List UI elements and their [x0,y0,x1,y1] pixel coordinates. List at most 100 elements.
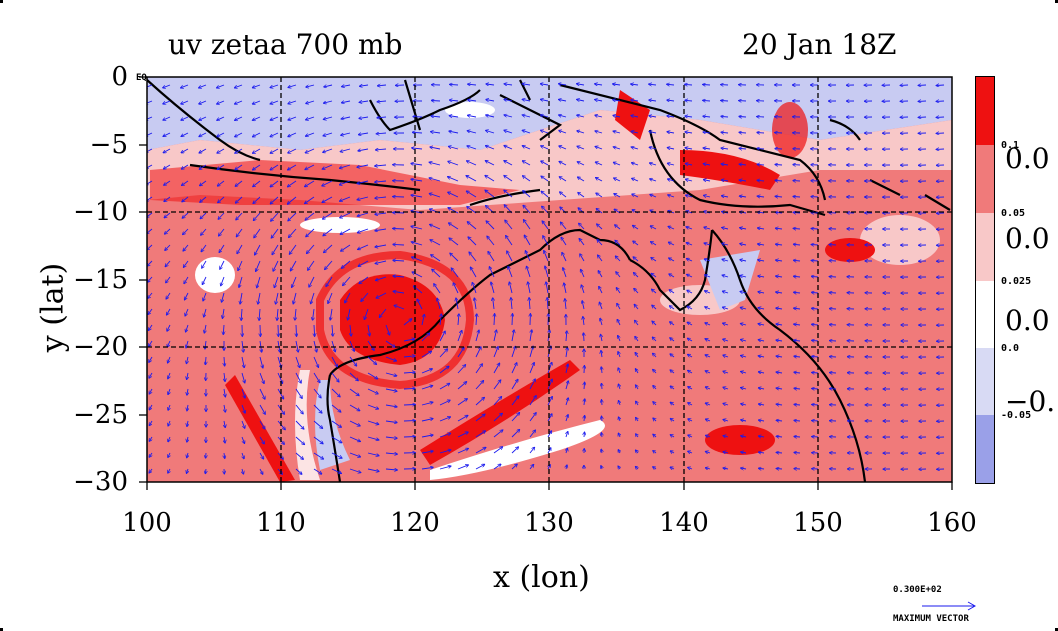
wind-vector [166,292,171,299]
wind-vector [584,399,585,406]
wind-vector [403,319,411,326]
wind-vector [163,100,171,104]
wind-vector [256,260,261,271]
wind-vector [632,194,639,198]
wind-vector [306,100,315,103]
wind-vector [564,283,567,294]
wind-vector [380,308,387,317]
wind-vector [685,100,693,101]
wind-vector [613,100,621,101]
wind-vector [277,372,282,383]
wind-vector [253,148,261,153]
wind-vector [272,244,279,254]
wind-vector [601,466,602,470]
wind-vector [578,162,585,166]
wind-vector [777,404,783,405]
wind-vector [937,85,945,86]
wind-vector [331,372,339,382]
wind-vector [740,180,747,181]
wind-vector [254,228,261,237]
wind-vector [523,191,531,198]
wind-vector [457,382,466,390]
wind-vector [547,431,551,438]
wind-vector [149,388,153,394]
wind-vector [563,268,567,278]
wind-vector [633,257,639,262]
wind-vector [631,100,639,101]
wind-vector [600,303,603,310]
wind-vector [200,164,207,169]
wind-vector [653,370,657,374]
wind-vector [439,384,449,390]
wind-vector [292,276,297,287]
wind-vector [794,356,801,357]
wind-vector [288,196,297,204]
wind-vector [288,132,297,136]
wind-vector [486,161,495,166]
wind-vector [741,340,747,341]
wind-vector [812,405,819,406]
wind-vector [475,347,481,358]
coast-png-north [559,83,827,201]
wind-vector [633,241,639,246]
wind-vector [542,207,549,214]
wind-vector [377,133,387,134]
wind-vector [168,356,171,363]
wind-vector [740,164,747,165]
wind-vector [167,308,171,315]
wind-vector [759,372,765,373]
wind-vector [634,289,639,294]
wind-vector [468,222,477,230]
wind-vector [561,223,567,230]
wind-vector [759,468,765,469]
wind-vector [631,131,639,133]
wind-vector [450,84,459,85]
wind-vector [271,84,279,88]
wind-vector [439,450,451,454]
coast-java [189,163,421,192]
wind-vector [377,117,387,118]
wind-vector [601,450,602,454]
wind-vector [186,340,188,348]
wind-vector [688,403,693,405]
wind-vector [475,414,485,422]
wind-vector [325,260,333,269]
wind-vector [475,431,485,438]
wind-vector [305,180,315,187]
wind-vector [740,244,747,245]
wind-vector [475,331,479,342]
wind-vector [618,336,620,342]
white-patch-north-1 [445,102,495,118]
wind-vector [239,276,243,287]
wind-vector [739,132,747,133]
wind-vector [723,404,729,406]
wind-vector [596,178,603,182]
wind-vector [305,164,315,169]
wind-vector [183,244,189,251]
wind-vector [595,131,603,133]
wind-vector [741,372,747,373]
wind-vector [613,84,621,85]
wind-vector [614,194,621,198]
wind-vector [650,195,657,198]
wind-vector [223,324,224,334]
wind-vector [812,373,819,374]
wind-vector [306,228,315,237]
wind-vector [274,276,279,287]
wind-vector [411,195,423,198]
wind-vector [403,405,415,406]
wind-vector [649,116,657,117]
wind-vector [341,148,351,152]
wind-vector [342,101,351,103]
wind-vector [579,239,585,246]
wind-vector [168,436,170,441]
wind-vector [187,468,188,473]
wind-vector [705,291,711,293]
wind-vector [259,388,265,399]
wind-vector [349,388,359,395]
wind-vector [739,117,747,118]
wind-vector [688,339,693,342]
colorbar-big-label-1: 0.0 [1005,142,1050,175]
wind-vector [147,244,153,250]
